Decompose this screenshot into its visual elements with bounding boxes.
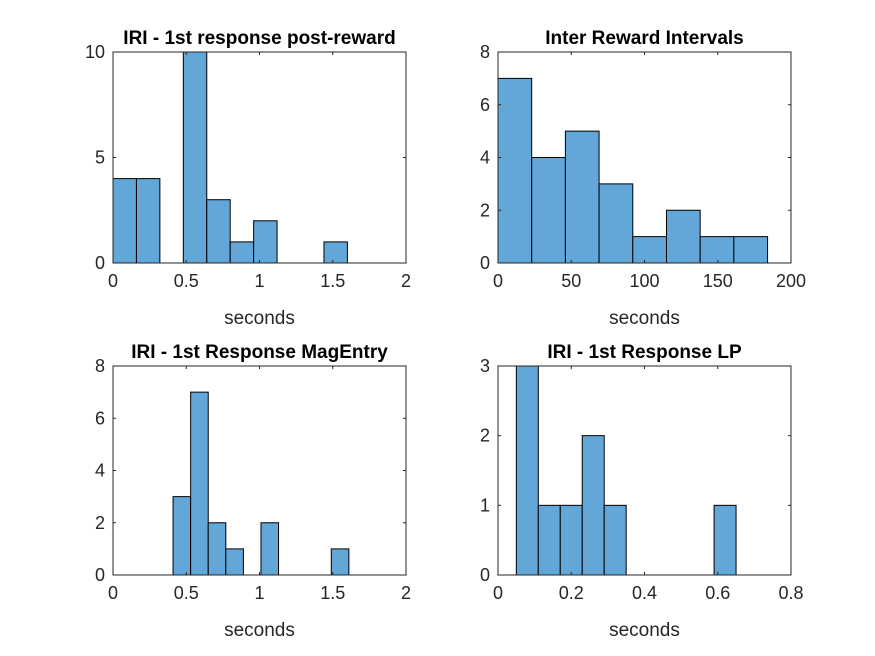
x-tick-label: 0.2	[559, 583, 584, 603]
y-tick-label: 2	[480, 426, 490, 446]
histogram-bar	[207, 522, 227, 576]
histogram-bar	[713, 504, 737, 576]
histogram-bar	[225, 548, 244, 576]
y-tick-label: 6	[95, 408, 105, 428]
x-axis-label: seconds	[609, 620, 680, 641]
chart-title: Inter Reward Intervals	[545, 28, 744, 49]
histogram-bar	[665, 209, 701, 264]
x-tick-label: 0.8	[778, 583, 803, 603]
histogram-bar	[733, 236, 769, 264]
y-tick-label: 3	[480, 356, 490, 376]
y-tick-label: 4	[95, 461, 105, 481]
histogram-bar	[531, 157, 566, 264]
histogram-bar	[253, 220, 278, 264]
histogram-bar	[206, 199, 231, 264]
histogram-bar	[581, 435, 605, 576]
x-tick-label: 150	[703, 271, 733, 291]
y-tick-label: 1	[480, 495, 490, 515]
subplot-4: 0 0.2 0.4 0.6 0.8 0 1 2 3 IRI - 1st Response LP se…	[480, 342, 804, 641]
x-tick-label: 0	[108, 271, 118, 291]
subplot-2: 0 50 100 150 200 0 2 4 6 8 Inter Reward Intervals s…	[480, 28, 806, 329]
y-tick-label: 4	[480, 148, 490, 168]
y-tick-label: 5	[95, 148, 105, 168]
histogram-bar	[330, 548, 350, 576]
x-tick-label: 0	[108, 583, 118, 603]
histogram-bar	[559, 504, 583, 576]
x-tick-label: 50	[561, 271, 581, 291]
chart-title: IRI - 1st Response MagEntry	[131, 342, 388, 363]
x-tick-label: 2	[401, 583, 411, 603]
x-tick-label: 0	[493, 583, 503, 603]
histogram-bar	[229, 241, 255, 264]
histogram-bar	[182, 51, 208, 264]
histogram-bar	[699, 236, 735, 264]
histogram-bar	[497, 77, 533, 264]
y-tick-label: 0	[95, 253, 105, 273]
x-tick-label: 0.4	[632, 583, 657, 603]
y-tick-label: 2	[95, 513, 105, 533]
y-tick-label: 6	[480, 95, 490, 115]
x-tick-label: 2	[401, 271, 411, 291]
histogram-bar	[135, 178, 161, 264]
histogram-bar	[323, 241, 348, 264]
histogram-bar	[190, 391, 209, 576]
y-tick-label: 0	[95, 565, 105, 585]
x-tick-label: 100	[629, 271, 659, 291]
x-tick-label: 200	[776, 271, 806, 291]
x-tick-label: 1	[254, 583, 264, 603]
x-tick-label: 1.5	[320, 583, 345, 603]
x-tick-label: 0	[493, 271, 503, 291]
subplot-1: 0 0.5 1 1.5 2 0 5 10 IRI - 1st response post-rew…	[85, 28, 411, 329]
histogram-bar	[537, 504, 561, 576]
x-tick-label: 0.5	[174, 271, 199, 291]
chart-title: IRI - 1st response post-reward	[123, 28, 395, 49]
x-tick-label: 0.5	[174, 583, 199, 603]
histogram-bar	[564, 130, 600, 264]
y-tick-label: 2	[480, 200, 490, 220]
histogram-bar	[598, 183, 634, 264]
x-tick-label: 1.5	[320, 271, 345, 291]
x-tick-label: 0.6	[705, 583, 730, 603]
histogram-bar	[603, 504, 627, 576]
axes-frame	[112, 365, 407, 576]
x-tick-label: 1	[254, 271, 264, 291]
y-tick-label: 0	[480, 253, 490, 273]
histogram-bar	[112, 178, 137, 264]
chart-title: IRI - 1st Response LP	[547, 342, 742, 363]
x-axis-label: seconds	[609, 308, 680, 329]
x-axis-label: seconds	[224, 620, 295, 641]
y-tick-label: 10	[85, 42, 105, 62]
subplot-3: 0 0.5 1 1.5 2 0 2 4 6 8 IRI - 1st Response MagEntr…	[95, 342, 411, 641]
x-axis-label: seconds	[224, 308, 295, 329]
y-tick-label: 8	[480, 42, 490, 62]
histogram-bar	[632, 236, 667, 264]
y-tick-label: 8	[95, 356, 105, 376]
y-tick-label: 0	[480, 565, 490, 585]
histogram-bar	[515, 365, 539, 576]
histogram-bar	[172, 496, 192, 576]
histogram-bar	[260, 522, 280, 576]
